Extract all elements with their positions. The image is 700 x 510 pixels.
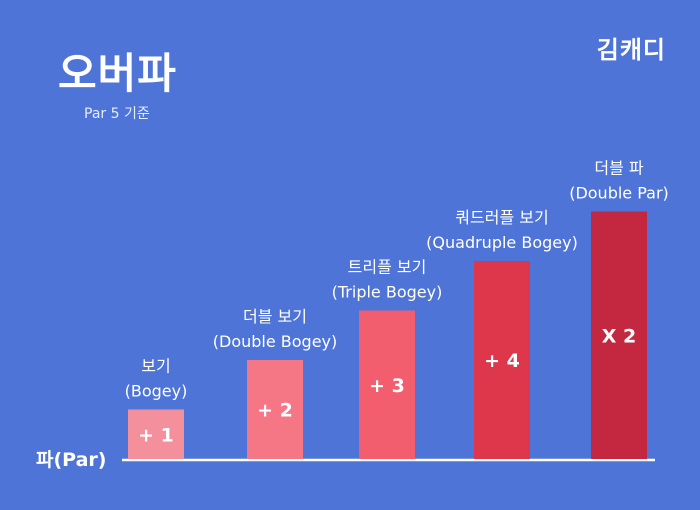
bars-group: + 1 보기 (Bogey) + 2 더블 보기 (Double Bogey) + 3 트리플… — [125, 159, 669, 459]
bar-value-label: + 2 — [257, 400, 293, 422]
baseline-label: 파(Par) — [36, 449, 106, 471]
brand-logo: 김캐디 — [596, 36, 666, 64]
bar-value-label: + 4 — [484, 350, 520, 372]
bar-value-label: + 3 — [369, 375, 405, 397]
category-label-ko: 더블 보기 — [243, 307, 307, 326]
category-label-en: (Double Bogey) — [213, 332, 338, 351]
category-label-ko: 더블 파 — [594, 159, 644, 178]
bar-value-label: + 1 — [138, 424, 174, 446]
chart-subtitle: Par 5 기준 — [84, 106, 150, 122]
bar-2 — [247, 360, 303, 459]
category-label-ko: 트리플 보기 — [348, 258, 427, 277]
bar-5 — [591, 211, 647, 459]
category-label-en: (Triple Bogey) — [332, 283, 443, 302]
bar-4 — [474, 261, 530, 459]
category-label-ko: 보기 — [141, 357, 170, 376]
category-label-en: (Bogey) — [125, 382, 188, 401]
bar-1 — [128, 409, 184, 459]
bar-3 — [359, 310, 415, 459]
bar-value-label: X 2 — [602, 325, 636, 347]
chart-title: 오버파 — [58, 49, 177, 98]
category-label-ko: 쿼드러플 보기 — [455, 208, 548, 227]
category-label-en: (Double Par) — [569, 184, 669, 203]
category-label-en: (Quadruple Bogey) — [426, 233, 578, 252]
